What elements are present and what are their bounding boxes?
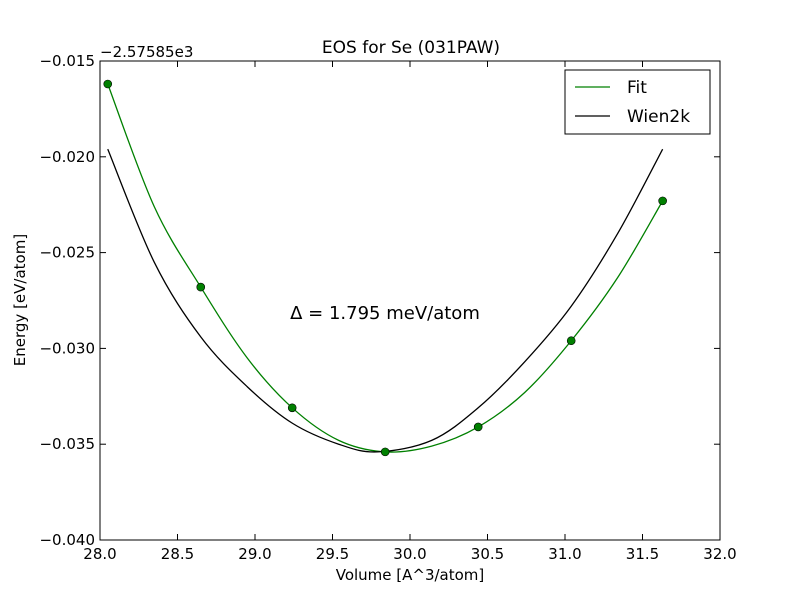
delta-annotation: Δ = 1.795 meV/atom [290, 303, 480, 324]
y-tick-label: −0.025 [39, 244, 95, 262]
y-axis-label: Energy [eV/atom] [11, 234, 29, 366]
data-point [380, 447, 390, 457]
x-tick-label: 28.0 [83, 545, 116, 563]
x-axis-label: Volume [A^3/atom] [336, 566, 485, 584]
plot-frame [99, 60, 721, 541]
plot-background [100, 61, 720, 540]
x-tick-label: 29.0 [238, 545, 271, 563]
data-points [103, 79, 667, 457]
legend-fit-label: Fit [627, 78, 647, 98]
x-tick-label: 28.5 [161, 545, 194, 563]
data-point [566, 336, 576, 346]
x-tick-label: 30.5 [471, 545, 504, 563]
data-point [103, 79, 113, 89]
x-tick-label: 29.5 [316, 545, 349, 563]
axis-ticks: 28.0 28.5 29.0 29.5 30.0 30.5 31.0 31.5 32.0 −0.0… [39, 52, 736, 563]
data-point [287, 403, 297, 413]
data-point [196, 282, 206, 292]
data-point [658, 196, 667, 206]
plot-area: 28.0 28.5 29.0 29.5 30.0 30.5 31.0 31.5 32.0 −0.0… [39, 52, 736, 563]
x-tick-label: 31.5 [626, 545, 659, 563]
y-tick-label: −0.035 [39, 435, 95, 453]
x-tick-label: 30.0 [393, 545, 426, 563]
chart-title: EOS for Se (031PAW) [322, 38, 500, 58]
y-tick-label: −0.040 [39, 531, 95, 549]
data-point [473, 422, 483, 432]
x-tick-label: 31.0 [548, 545, 581, 563]
legend-wien2k-label: Wien2k [627, 107, 690, 127]
y-tick-label: −0.020 [39, 148, 95, 166]
y-tick-label: −0.015 [39, 52, 95, 70]
y-offset-label: −2.57585e3 [100, 43, 193, 61]
legend-box [564, 69, 711, 135]
x-tick-label: 32.0 [703, 545, 736, 563]
series-line-wien2k [107, 148, 664, 453]
y-tick-label: −0.030 [39, 339, 95, 357]
legend: Fit Wien2k [564, 69, 711, 135]
